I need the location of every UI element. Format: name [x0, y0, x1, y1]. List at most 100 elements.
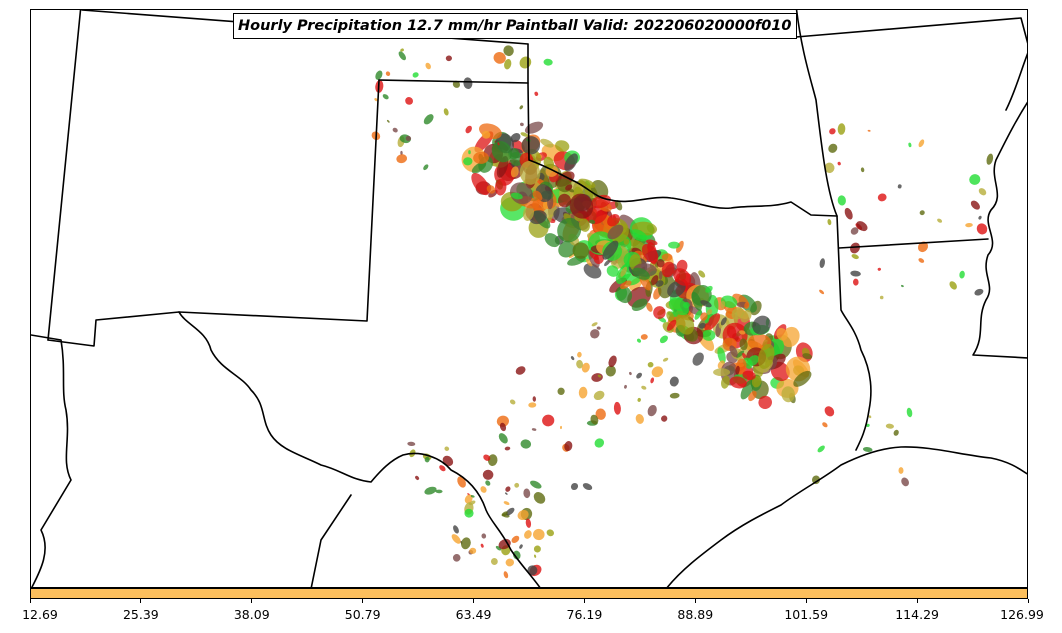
precip-blob — [606, 265, 619, 277]
precip-blob — [595, 408, 606, 420]
map-title: Hourly Precipitation 12.7 mm/hr Paintbal… — [233, 13, 797, 39]
precip-blob — [819, 289, 825, 295]
precip-blob — [919, 210, 925, 216]
precip-blob — [596, 326, 601, 330]
colorbar — [30, 588, 1028, 599]
precip-blob — [781, 386, 795, 403]
precip-blob — [590, 414, 599, 425]
precip-blob — [742, 370, 756, 381]
precip-blob — [860, 167, 865, 173]
colorbar-tick — [473, 599, 475, 603]
precip-blob — [694, 309, 702, 320]
precip-blob — [494, 178, 507, 196]
precip-blob — [661, 415, 668, 422]
precip-blob — [577, 351, 582, 358]
precip-blob — [918, 139, 925, 148]
precip-blob — [597, 374, 602, 378]
precip-blob — [452, 80, 461, 88]
precip-blob — [523, 205, 534, 221]
precip-blob — [505, 486, 511, 492]
precip-blob — [776, 327, 788, 341]
precip-blob — [735, 365, 740, 375]
precip-blob — [412, 72, 419, 78]
precip-blob — [530, 480, 542, 489]
precip-blob — [504, 446, 511, 451]
precip-blob — [632, 229, 648, 240]
precip-blob — [542, 414, 555, 427]
precip-blob — [856, 221, 868, 232]
precip-blob — [641, 385, 647, 390]
colorbar-tick — [362, 599, 364, 603]
precip-blob — [917, 241, 929, 253]
precip-blob — [918, 258, 925, 263]
precip-blob — [504, 58, 512, 70]
border-arkansas-louisiana — [838, 238, 989, 249]
precip-blob — [851, 254, 859, 260]
precip-blob — [802, 353, 813, 360]
precip-blob — [640, 334, 648, 340]
precip-blob — [726, 325, 737, 339]
precip-blob — [651, 366, 664, 378]
precip-blob — [503, 571, 509, 579]
precip-blob — [470, 495, 475, 498]
precip-blob — [527, 565, 538, 576]
precip-blob — [862, 447, 873, 452]
precip-blob — [867, 129, 871, 132]
precip-blob — [501, 511, 508, 517]
precip-blob — [591, 373, 603, 382]
border-texas-louisiana — [836, 215, 872, 451]
map-canvas — [31, 10, 1027, 587]
precip-blob — [510, 192, 523, 200]
precip-blob — [407, 441, 416, 447]
precip-blob — [850, 242, 860, 254]
precip-blob — [435, 489, 443, 494]
precip-blob — [811, 475, 821, 485]
precip-blob — [386, 119, 390, 123]
precip-blob — [824, 162, 835, 173]
precip-blob — [520, 122, 524, 127]
precip-blob — [519, 544, 523, 549]
precip-blob — [650, 377, 655, 384]
precip-blob — [655, 280, 664, 287]
precip-blob — [624, 384, 627, 389]
precip-blob — [837, 161, 841, 166]
state-borders — [31, 10, 1027, 587]
precip-blob — [937, 218, 943, 223]
precip-blob — [877, 193, 887, 202]
precip-blob — [510, 133, 521, 143]
precip-blob — [844, 207, 853, 220]
precip-blob — [656, 259, 665, 268]
precip-blob — [524, 121, 544, 134]
border-oklahoma-arkansas — [795, 10, 838, 217]
precip-blob — [739, 330, 746, 335]
precip-blob — [720, 300, 726, 309]
precip-blob — [976, 223, 988, 235]
precip-blob — [491, 140, 513, 163]
border-new-mexico-texas — [47, 79, 380, 347]
colorbar-tick-label: 25.39 — [122, 607, 159, 622]
precip-blob — [721, 375, 730, 389]
precip-blob — [819, 258, 825, 268]
precip-blob — [850, 270, 861, 277]
precip-blob — [523, 488, 531, 499]
precip-blob — [658, 271, 663, 280]
precip-blob — [706, 309, 713, 315]
precip-blob — [400, 48, 404, 52]
precip-blob — [519, 105, 524, 110]
precip-blob — [704, 313, 721, 331]
precip-blob — [569, 193, 594, 219]
precip-blob — [636, 338, 642, 343]
precip-blob — [906, 407, 913, 418]
precip-blob — [590, 329, 600, 339]
precip-blob — [544, 233, 560, 248]
precip-blob — [739, 338, 748, 351]
precip-blob — [498, 538, 511, 550]
precip-blob — [653, 306, 666, 320]
precip-blob — [471, 173, 490, 196]
precip-blob — [986, 153, 994, 165]
colorbar-tick — [140, 599, 142, 603]
precip-blob — [691, 291, 703, 311]
precip-blob — [607, 224, 624, 240]
precip-blob — [499, 422, 507, 432]
colorbar-tick — [805, 599, 807, 603]
